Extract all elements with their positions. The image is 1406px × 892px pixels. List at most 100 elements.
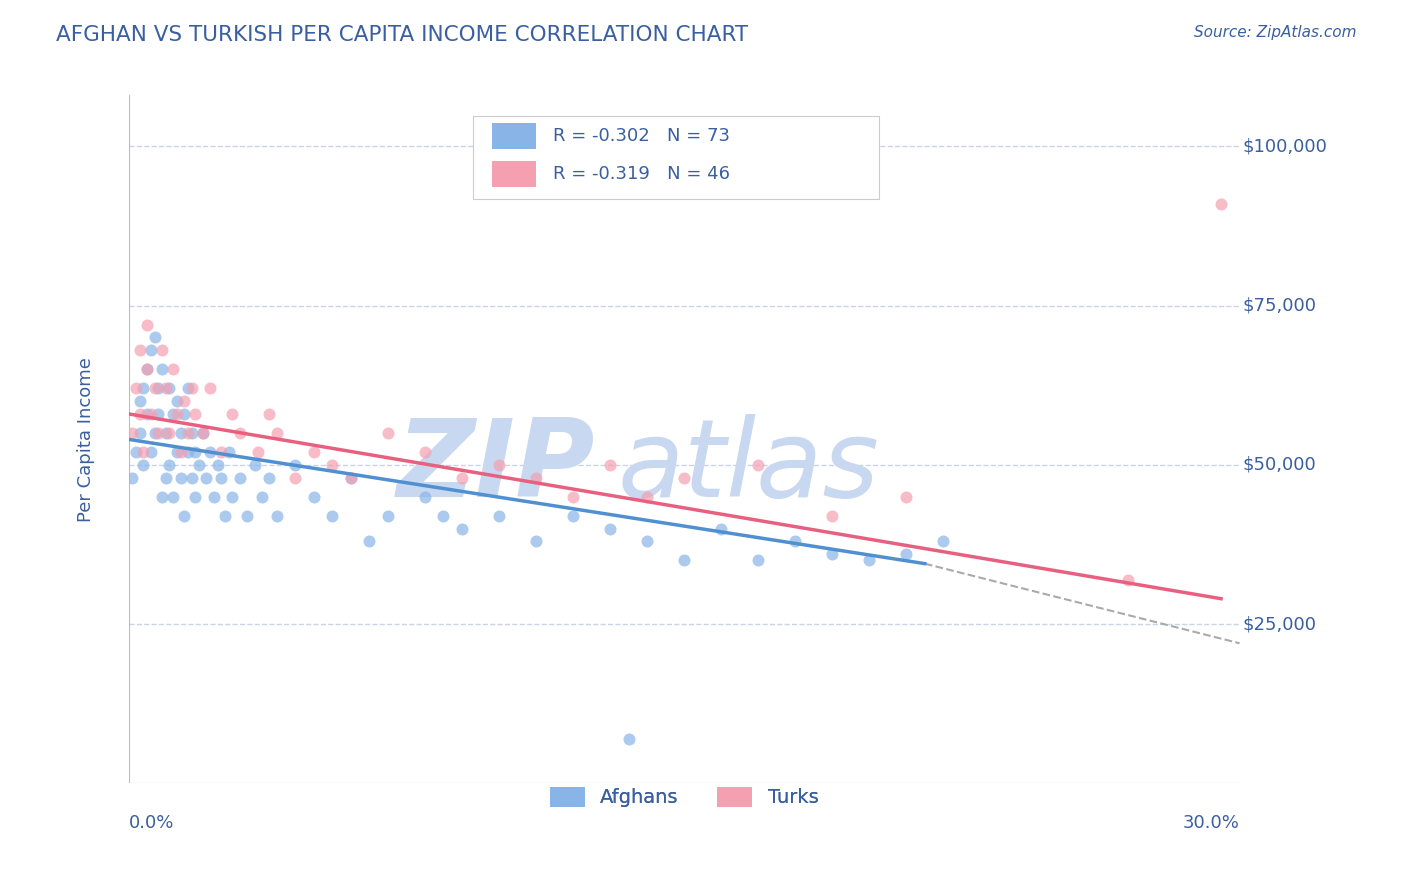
Point <box>180 470 202 484</box>
Point <box>214 508 236 523</box>
Point <box>636 490 658 504</box>
Point <box>785 534 807 549</box>
Point <box>896 547 918 561</box>
Point <box>157 381 180 395</box>
FancyBboxPatch shape <box>492 123 536 150</box>
Point <box>166 445 188 459</box>
Point <box>136 362 159 376</box>
Point <box>636 534 658 549</box>
Point <box>128 394 150 409</box>
Point <box>132 381 155 395</box>
Point <box>858 553 880 567</box>
Point <box>169 425 191 440</box>
Point <box>207 458 229 472</box>
Point <box>266 508 288 523</box>
Point <box>673 553 696 567</box>
Point <box>150 490 173 504</box>
Point <box>377 425 399 440</box>
Point <box>148 381 170 395</box>
Text: $100,000: $100,000 <box>1243 137 1327 155</box>
FancyBboxPatch shape <box>472 116 879 199</box>
Point <box>229 470 252 484</box>
Point <box>150 362 173 376</box>
Point <box>1209 196 1232 211</box>
Point <box>139 343 162 358</box>
Point <box>198 445 221 459</box>
Point <box>562 490 585 504</box>
Point <box>266 425 288 440</box>
Point <box>198 381 221 395</box>
FancyBboxPatch shape <box>492 161 536 187</box>
Point <box>195 470 218 484</box>
Point <box>125 445 148 459</box>
Point <box>169 445 191 459</box>
Point <box>191 425 214 440</box>
Point <box>599 458 621 472</box>
Text: R = -0.319   N = 46: R = -0.319 N = 46 <box>553 165 730 183</box>
Point <box>177 425 200 440</box>
Point <box>173 407 195 421</box>
Point <box>132 458 155 472</box>
Point <box>359 534 381 549</box>
Point <box>184 490 207 504</box>
Point <box>139 407 162 421</box>
Point <box>128 425 150 440</box>
Point <box>673 470 696 484</box>
Point <box>166 394 188 409</box>
Point <box>148 407 170 421</box>
Point <box>617 731 640 746</box>
Point <box>121 425 143 440</box>
Point <box>747 458 769 472</box>
Point <box>136 318 159 332</box>
Point <box>747 553 769 567</box>
Point <box>128 407 150 421</box>
Point <box>132 445 155 459</box>
Point <box>143 330 166 344</box>
Point <box>451 470 474 484</box>
Text: 30.0%: 30.0% <box>1182 814 1240 832</box>
Text: R = -0.302   N = 73: R = -0.302 N = 73 <box>553 128 730 145</box>
Point <box>340 470 363 484</box>
Point <box>180 425 202 440</box>
Point <box>166 407 188 421</box>
Text: $25,000: $25,000 <box>1243 615 1317 633</box>
Point <box>155 425 177 440</box>
Point <box>169 470 191 484</box>
Point <box>321 508 343 523</box>
Point <box>259 407 281 421</box>
Point <box>524 470 547 484</box>
Text: Per Capita Income: Per Capita Income <box>77 357 96 522</box>
Point <box>143 425 166 440</box>
Point <box>125 381 148 395</box>
Point <box>191 425 214 440</box>
Point <box>821 547 844 561</box>
Point <box>302 445 325 459</box>
Point <box>710 522 733 536</box>
Point <box>184 445 207 459</box>
Point <box>148 425 170 440</box>
Point <box>243 458 266 472</box>
Point <box>432 508 454 523</box>
Point <box>136 362 159 376</box>
Point <box>284 470 307 484</box>
Text: 0.0%: 0.0% <box>129 814 174 832</box>
Point <box>143 381 166 395</box>
Point <box>377 508 399 523</box>
Point <box>150 343 173 358</box>
Point <box>177 381 200 395</box>
Point <box>184 407 207 421</box>
Point <box>139 445 162 459</box>
Point <box>157 425 180 440</box>
Point <box>1118 573 1140 587</box>
Point <box>209 445 232 459</box>
Point <box>136 407 159 421</box>
Text: AFGHAN VS TURKISH PER CAPITA INCOME CORRELATION CHART: AFGHAN VS TURKISH PER CAPITA INCOME CORR… <box>56 25 748 45</box>
Text: $50,000: $50,000 <box>1243 456 1316 474</box>
Text: ZIP: ZIP <box>396 414 595 520</box>
Point <box>162 490 184 504</box>
Point <box>177 445 200 459</box>
Point <box>173 394 195 409</box>
Point <box>896 490 918 504</box>
Point <box>173 508 195 523</box>
Point <box>221 490 243 504</box>
